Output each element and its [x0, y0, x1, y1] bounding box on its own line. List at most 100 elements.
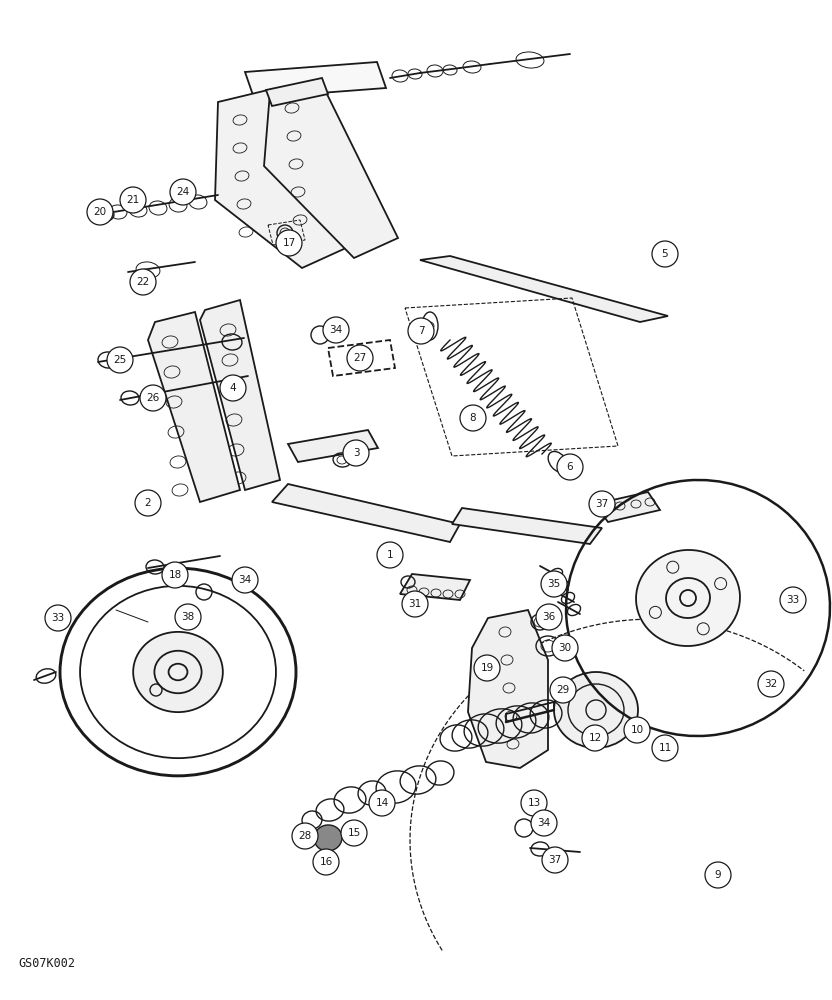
Circle shape [87, 199, 113, 225]
Text: 10: 10 [631, 725, 644, 735]
Text: 33: 33 [52, 613, 65, 623]
Polygon shape [264, 80, 398, 258]
Text: 11: 11 [658, 743, 671, 753]
Text: 31: 31 [409, 599, 422, 609]
Text: 3: 3 [353, 448, 359, 458]
Circle shape [552, 635, 578, 661]
Circle shape [402, 591, 428, 617]
Circle shape [170, 179, 196, 205]
Text: 5: 5 [661, 249, 668, 259]
Text: 35: 35 [547, 579, 561, 589]
Text: 34: 34 [329, 325, 343, 335]
Text: 30: 30 [558, 643, 572, 653]
Circle shape [408, 318, 434, 344]
Polygon shape [468, 610, 548, 768]
Polygon shape [215, 90, 346, 268]
Circle shape [542, 847, 568, 873]
Polygon shape [200, 300, 280, 490]
Text: 38: 38 [181, 612, 195, 622]
Text: 36: 36 [542, 612, 556, 622]
Circle shape [377, 542, 403, 568]
Text: 4: 4 [230, 383, 236, 393]
Text: 33: 33 [786, 595, 800, 605]
Circle shape [652, 735, 678, 761]
Circle shape [276, 230, 302, 256]
Circle shape [313, 849, 339, 875]
Text: 27: 27 [354, 353, 367, 363]
Text: 26: 26 [146, 393, 160, 403]
Polygon shape [245, 62, 386, 98]
Text: 1: 1 [387, 550, 394, 560]
Text: 9: 9 [715, 870, 721, 880]
Text: 15: 15 [348, 828, 360, 838]
Text: 14: 14 [375, 798, 389, 808]
Circle shape [292, 823, 318, 849]
Text: 24: 24 [176, 187, 190, 197]
Circle shape [45, 605, 71, 631]
Text: 16: 16 [319, 857, 333, 867]
Text: 21: 21 [126, 195, 140, 205]
Circle shape [343, 440, 369, 466]
Polygon shape [288, 430, 378, 462]
Ellipse shape [314, 825, 342, 851]
Circle shape [589, 491, 615, 517]
Text: 7: 7 [418, 326, 424, 336]
Circle shape [758, 671, 784, 697]
Circle shape [323, 317, 349, 343]
Circle shape [582, 725, 608, 751]
Polygon shape [272, 484, 460, 542]
Text: 17: 17 [282, 238, 295, 248]
Text: GS07K002: GS07K002 [18, 957, 75, 970]
Polygon shape [266, 78, 328, 106]
Circle shape [341, 820, 367, 846]
Circle shape [135, 490, 161, 516]
Text: 18: 18 [168, 570, 181, 580]
Circle shape [652, 241, 678, 267]
Circle shape [531, 810, 557, 836]
Circle shape [369, 790, 395, 816]
Circle shape [107, 347, 133, 373]
Text: 22: 22 [136, 277, 150, 287]
Polygon shape [148, 312, 240, 502]
Polygon shape [452, 508, 602, 544]
Circle shape [624, 717, 650, 743]
Ellipse shape [636, 550, 740, 646]
Text: 12: 12 [588, 733, 602, 743]
Circle shape [460, 405, 486, 431]
Text: 20: 20 [93, 207, 106, 217]
Text: 25: 25 [113, 355, 126, 365]
Circle shape [705, 862, 731, 888]
Text: 34: 34 [537, 818, 551, 828]
Ellipse shape [554, 672, 638, 748]
Text: 32: 32 [765, 679, 778, 689]
Circle shape [130, 269, 156, 295]
Text: 2: 2 [145, 498, 151, 508]
Circle shape [474, 655, 500, 681]
Circle shape [780, 587, 806, 613]
Circle shape [140, 385, 166, 411]
Text: 13: 13 [527, 798, 541, 808]
Circle shape [347, 345, 373, 371]
Polygon shape [400, 574, 470, 600]
Circle shape [536, 604, 562, 630]
Text: 29: 29 [557, 685, 570, 695]
Circle shape [220, 375, 246, 401]
Text: 19: 19 [480, 663, 493, 673]
Circle shape [541, 571, 567, 597]
Ellipse shape [133, 632, 223, 712]
Circle shape [232, 567, 258, 593]
Polygon shape [420, 256, 668, 322]
Circle shape [521, 790, 547, 816]
Polygon shape [595, 492, 660, 522]
Circle shape [175, 604, 201, 630]
Text: 28: 28 [299, 831, 312, 841]
Text: 37: 37 [596, 499, 609, 509]
Circle shape [162, 562, 188, 588]
Text: 6: 6 [567, 462, 573, 472]
Text: 37: 37 [548, 855, 562, 865]
Circle shape [550, 677, 576, 703]
Circle shape [120, 187, 146, 213]
Text: 8: 8 [470, 413, 476, 423]
Circle shape [557, 454, 583, 480]
Text: 34: 34 [239, 575, 251, 585]
